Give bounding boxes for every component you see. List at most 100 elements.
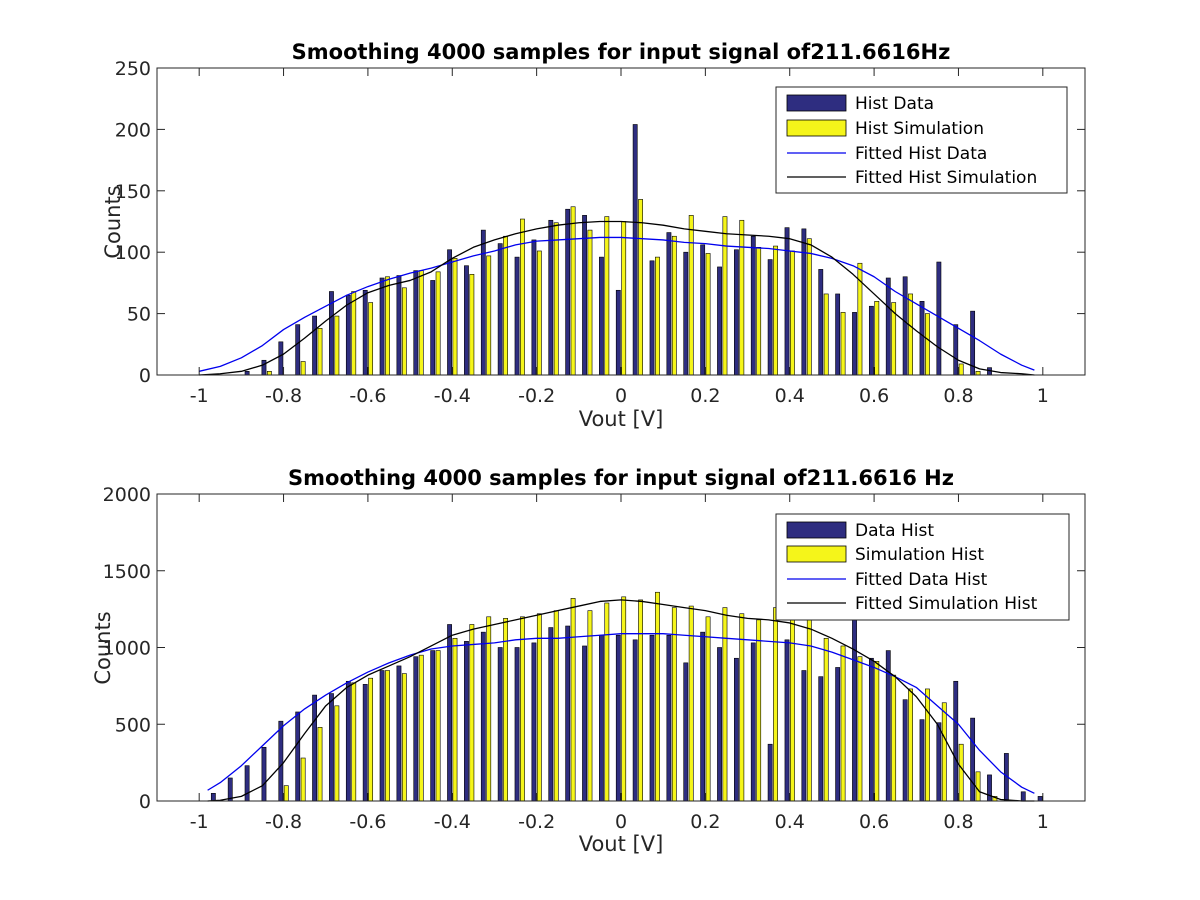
x-tick-label: 0.6: [859, 811, 889, 833]
simulation-hist-bar: [958, 363, 964, 376]
simulation-hist-bar: [317, 727, 323, 802]
data-hist-bar: [734, 249, 739, 376]
fit-line-group: [199, 220, 1035, 376]
data-hist-bar: [936, 722, 942, 802]
x-tick-label: 0.2: [690, 385, 720, 407]
simulation-hist-bar: [570, 206, 576, 376]
data-hist-bar: [784, 639, 790, 802]
data-hist-bar: [835, 667, 841, 802]
simulation-hist-bar: [722, 607, 728, 802]
simulation-hist-bar: [553, 610, 559, 802]
simulation-hist-bar: [385, 670, 390, 802]
y-tick-label: 50: [127, 304, 151, 326]
data-hist-bar: [261, 746, 267, 802]
simulation-hist-bar: [435, 650, 441, 802]
x-tick-label: 0: [615, 811, 627, 833]
simulation-hist-bar: [587, 229, 593, 376]
y-tick-label: 2000: [103, 484, 151, 506]
legend-label-sim: Simulation Hist: [855, 545, 984, 565]
data-hist-bar: [615, 289, 621, 376]
data-hist-bar: [987, 774, 992, 802]
simulation-hist-bar: [300, 757, 306, 802]
data-hist-bar: [970, 717, 976, 802]
chart-title: Smoothing 4000 samples for input signal …: [292, 40, 951, 64]
data-hist-bar: [430, 650, 436, 802]
data-hist-bar: [885, 277, 891, 376]
simulation-hist-bar: [705, 253, 711, 376]
data-hist-bar: [531, 642, 537, 802]
data-hist-bar: [632, 124, 638, 376]
simulation-hist-bar: [722, 216, 728, 376]
data-hist-bar: [244, 371, 250, 376]
data-hist-bar: [784, 227, 790, 376]
legend-swatch-data: [786, 521, 847, 539]
simulation-hist-bar: [266, 371, 272, 376]
y-tick-label: 150: [115, 181, 151, 203]
simulation-hist-bar: [469, 624, 475, 802]
data-hist-bar: [413, 656, 419, 802]
x-tick-label: 0: [615, 385, 627, 407]
simulation-hist-bar: [655, 256, 660, 376]
legend-label-data: Hist Data: [855, 94, 934, 114]
simulation-hist-bar: [958, 743, 964, 802]
simulation-hist-bar: [283, 785, 289, 802]
x-axis-label: Vout [V]: [579, 832, 664, 856]
data-hist-bar: [548, 627, 554, 802]
data-hist-bar: [345, 294, 351, 376]
simulation-hist-bar: [806, 616, 812, 802]
simulation-hist-bar: [908, 293, 913, 376]
simulation-hist-bar: [925, 688, 930, 802]
simulation-hist-bar: [840, 312, 846, 376]
data-hist-bar: [464, 641, 469, 802]
data-hist-bar: [396, 665, 402, 802]
y-tick-label: 0: [139, 791, 151, 813]
simulation-hist-bar: [317, 328, 323, 376]
data-hist-bar: [582, 215, 587, 376]
simulation-hist-bar: [385, 276, 390, 376]
data-hist-bar: [312, 315, 317, 376]
x-tick-group: -1 -0.8 -0.6 -0.4 -0.2 0 0.2 0.4 0.6 0.8 1: [190, 68, 1049, 407]
x-tick-label: 0.8: [943, 811, 973, 833]
x-tick-label: -0.8: [265, 811, 302, 833]
data-hist-bar: [919, 301, 925, 376]
fitted-simulation-line: [207, 599, 1035, 802]
simulation-hist-bar: [908, 688, 913, 802]
data-hist-bar: [700, 244, 706, 376]
simulation-hist-bar: [570, 598, 576, 802]
simulation-hist-bar: [823, 293, 829, 376]
data-hist-bar: [666, 634, 672, 802]
data-hist-bar: [480, 229, 486, 376]
simulation-hist-bar: [452, 258, 458, 376]
fitted-data-line: [207, 633, 1035, 794]
simulation-hist-bar: [368, 302, 374, 376]
data-hist-bar: [312, 694, 317, 802]
x-tick-label: -1: [190, 811, 209, 833]
simulation-hist-bar: [351, 682, 357, 802]
data-hist-bar: [835, 293, 841, 376]
data-hist-bar: [278, 341, 284, 376]
simulation-hist-bar: [520, 616, 525, 802]
data-hist-bar: [902, 699, 908, 802]
data-hist-bar: [868, 305, 874, 376]
data-hist-bar: [801, 228, 807, 376]
data-hist-bar: [683, 251, 689, 376]
simulation-hist-bar: [773, 245, 778, 376]
simulation-hist-bar: [621, 596, 627, 802]
data-hist-bar: [801, 670, 807, 802]
x-tick-label: 0.8: [943, 385, 973, 407]
simulation-hist-bar: [536, 250, 542, 376]
simulation-hist-bar: [418, 270, 424, 376]
y-tick-label: 0: [139, 365, 151, 387]
histogram-plot-bottom: Smoothing 4000 samples for input signal …: [91, 466, 1086, 856]
y-tick-group: 0 50 100 150 200 250: [115, 58, 1085, 387]
simulation-hist-bar: [823, 637, 829, 802]
simulation-hist-bar: [435, 271, 441, 376]
simulation-hist-bar: [553, 222, 559, 376]
fit-line-group: [207, 599, 1035, 802]
x-tick-group: -1 -0.8 -0.6 -0.4 -0.2 0 0.2 0.4 0.6 0.8 1: [190, 494, 1049, 833]
simulation-hist-bar: [300, 361, 306, 376]
data-hist-bar: [953, 680, 959, 802]
data-hist-bar: [632, 639, 638, 802]
data-hist-bar: [464, 265, 469, 376]
